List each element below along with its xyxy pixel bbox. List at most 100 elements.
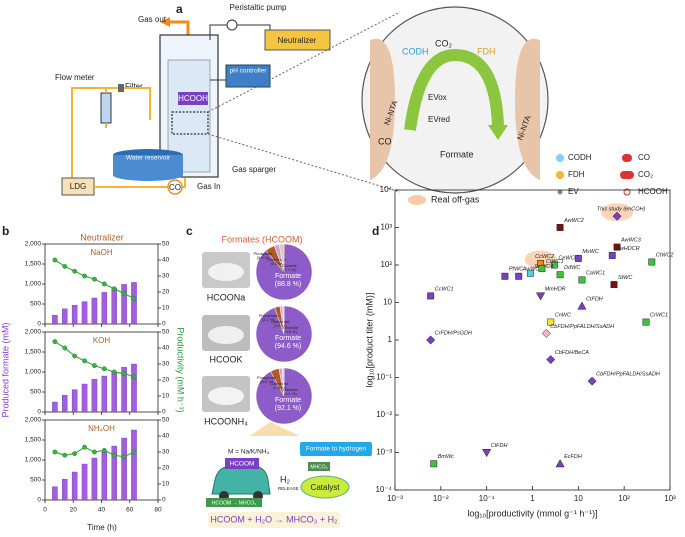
y-tick-label: 10²	[380, 260, 392, 269]
slice-label: Phosphate	[259, 313, 279, 318]
x-tick-label: 60	[126, 507, 134, 514]
label: Formate	[440, 149, 474, 159]
point-label: CcWC2	[535, 254, 554, 260]
y-tick-label: 10	[383, 298, 392, 307]
legend-label: HCOOH	[638, 187, 668, 196]
bar	[62, 479, 68, 501]
bar	[121, 367, 127, 413]
x-tick-label: 10	[574, 494, 583, 503]
point	[648, 258, 656, 266]
productivity-point	[92, 363, 97, 368]
bar	[71, 305, 78, 325]
point-label: CtWC2	[656, 252, 674, 258]
panel-label: d	[372, 224, 379, 238]
productivity-point	[111, 286, 117, 292]
y-tick-label: 1,500	[25, 261, 42, 268]
bar	[62, 308, 68, 325]
slice-label: Carbonate	[271, 319, 290, 324]
y-tick-label: 500	[30, 389, 41, 396]
point-label: DdWC	[564, 265, 580, 271]
point	[482, 449, 492, 458]
productivity-point	[111, 369, 117, 375]
label: Formate to hydrogen	[306, 446, 367, 453]
point	[550, 261, 558, 269]
label: CO₂	[435, 38, 453, 48]
productivity-point	[62, 452, 68, 458]
y-tick-label: 10³	[380, 223, 392, 232]
y2-tick-label: 20	[162, 289, 170, 296]
label: FDH	[477, 46, 496, 56]
x-axis-title: Time (h)	[87, 523, 117, 532]
slice-label: Formate	[275, 397, 301, 404]
point	[587, 376, 597, 386]
bar	[91, 457, 98, 501]
point	[577, 301, 587, 310]
slice-label: Phosphate	[257, 375, 277, 380]
point	[574, 254, 582, 262]
productivity-point	[82, 273, 87, 279]
productivity-point	[101, 447, 107, 453]
x-tick-label: 40	[98, 507, 106, 514]
x-tick-label: 1	[530, 494, 535, 503]
y-tick-label: 1,500	[25, 437, 42, 444]
label: Catalyst	[311, 483, 341, 492]
y2-tick-label: 10	[162, 393, 170, 400]
y2-tick-label: 40	[162, 257, 170, 264]
y-axis-title: Produced formate (mM)	[0, 322, 10, 417]
legend-label: CO₂	[638, 170, 653, 179]
panel-title: Formates (HCOOM)	[222, 234, 303, 244]
slice-value: (1.1 %)	[284, 391, 298, 396]
bar	[131, 429, 137, 501]
slice-value: (2.7 %)	[283, 267, 297, 272]
point-label: BmWc	[438, 454, 454, 460]
y2-tick-label: 50	[162, 241, 170, 248]
legend-label: Real off-gas	[431, 194, 480, 204]
y-tick-label: 2,000	[25, 417, 42, 424]
productivity-point	[131, 374, 137, 380]
y2-tick-label: 10	[162, 305, 170, 312]
point	[430, 460, 438, 468]
panel-title: Neutralizer	[80, 232, 124, 242]
bar	[52, 315, 58, 325]
point	[613, 243, 621, 251]
slice-value: (88.8 %)	[275, 281, 301, 288]
subplot-title: NaOH	[90, 248, 112, 257]
y-tick-label: 1	[388, 335, 393, 344]
point-label: MmHDR	[545, 286, 566, 292]
point	[426, 335, 436, 345]
slice-value: (5.5 %)	[257, 255, 271, 260]
label: HCOOM → MHCO₃	[212, 500, 256, 506]
bar	[101, 292, 108, 325]
point-label: CrFDH/PsGDH	[435, 330, 472, 336]
point	[501, 272, 509, 280]
bar	[131, 282, 137, 325]
legend-label: CO	[638, 153, 650, 162]
plot-frame	[394, 189, 671, 491]
point-label: CtFDH	[491, 443, 508, 449]
label: Water reservoir	[126, 155, 171, 162]
slice-label: Chloride	[283, 325, 299, 330]
x-tick-label: 10⁻²	[433, 494, 449, 503]
bar	[101, 375, 108, 413]
bar	[101, 451, 108, 501]
slice-label: Chloride	[282, 263, 298, 268]
bar	[91, 379, 98, 413]
point-label: CrWC1	[650, 313, 668, 319]
productivity-point	[111, 452, 117, 458]
productivity-point	[131, 295, 137, 301]
y-tick-label: 10⁻²	[376, 410, 392, 419]
y2-tick-label: 30	[162, 449, 170, 456]
x-tick-label: 10³	[664, 494, 676, 503]
slice-value: (1.8 %)	[273, 385, 287, 390]
slice-label: Carbonate	[270, 381, 289, 386]
panel-label: a	[176, 2, 183, 16]
point-label: CbFDH/PpFALDH/SsADH	[550, 324, 614, 330]
slice-value: (94.6 %)	[275, 343, 301, 350]
bar	[52, 401, 58, 413]
y-tick-label: 0	[37, 321, 41, 328]
label: MHCO₃	[310, 464, 327, 470]
label: pH controller	[230, 68, 268, 75]
productivity-point	[92, 276, 97, 282]
legend-label: FDH	[568, 170, 585, 179]
